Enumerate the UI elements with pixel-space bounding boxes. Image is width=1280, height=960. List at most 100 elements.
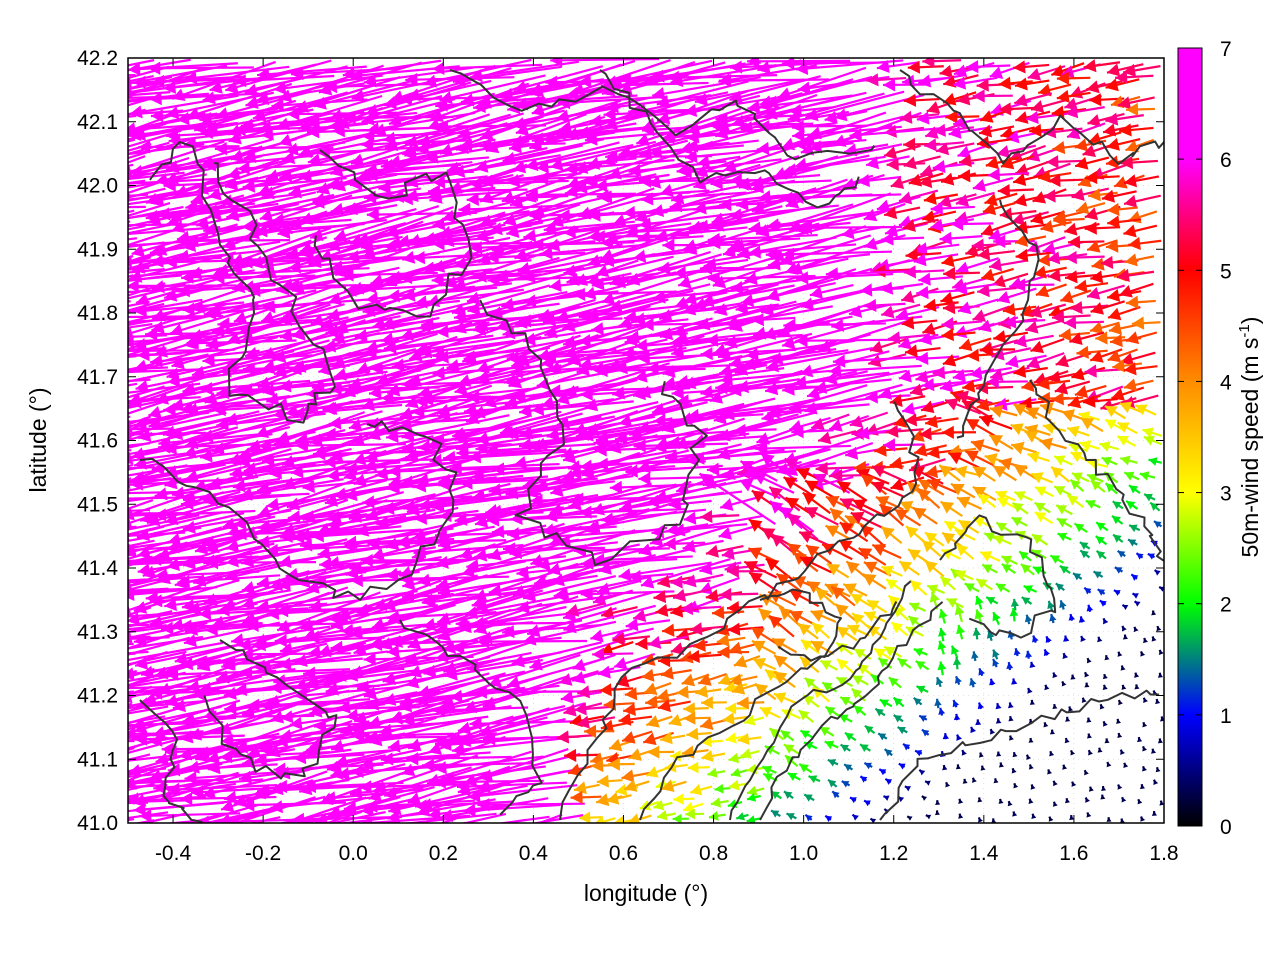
wind-vector bbox=[1123, 194, 1161, 208]
wind-vector bbox=[756, 138, 867, 156]
wind-vector bbox=[332, 316, 440, 345]
wind-vector-head bbox=[1107, 215, 1120, 229]
wind-vector-head bbox=[1013, 278, 1026, 292]
wind-vector-head bbox=[57, 503, 70, 516]
wind-vector-head bbox=[756, 224, 770, 238]
wind-vector-head bbox=[42, 184, 56, 196]
wind-vector-head bbox=[151, 254, 164, 268]
wind-vector bbox=[1013, 60, 1050, 74]
wind-vector-head bbox=[578, 334, 591, 348]
wind-vector-shaft bbox=[728, 348, 837, 366]
wind-vector-head bbox=[1037, 253, 1051, 267]
wind-vector-shaft bbox=[341, 271, 438, 277]
wind-vector bbox=[421, 259, 532, 275]
wind-vector-head bbox=[881, 305, 895, 319]
wind-vector-head bbox=[953, 76, 967, 90]
wind-vector-head bbox=[1107, 288, 1121, 302]
wind-vector-head bbox=[343, 111, 356, 125]
wind-vector-shaft bbox=[506, 348, 617, 360]
wind-vector-head bbox=[914, 242, 928, 256]
wind-vector bbox=[129, 154, 239, 178]
wind-vector-head bbox=[1106, 63, 1121, 77]
wind-vector-shaft bbox=[383, 79, 492, 107]
wind-vector-head bbox=[1119, 123, 1132, 137]
wind-vector-shaft bbox=[128, 226, 184, 247]
wind-vector-shaft bbox=[128, 193, 131, 197]
wind-vector bbox=[718, 74, 830, 88]
wind-vector-shaft bbox=[476, 334, 581, 373]
wind-vector bbox=[1056, 71, 1091, 85]
wind-vector-head bbox=[128, 254, 132, 269]
wind-vector-head bbox=[993, 330, 1007, 344]
wind-vector bbox=[128, 268, 203, 278]
wind-vector bbox=[880, 303, 921, 319]
wind-vector-head bbox=[1117, 96, 1132, 110]
wind-vector-head bbox=[1058, 328, 1072, 342]
wind-vector-head bbox=[46, 73, 59, 86]
wind-vector-head bbox=[543, 350, 557, 364]
wind-vector-head bbox=[592, 230, 605, 244]
wind-vector-head bbox=[638, 174, 652, 188]
wind-vector-head bbox=[953, 64, 968, 78]
wind-vector-head bbox=[550, 58, 563, 67]
wind-vector-head bbox=[145, 327, 158, 341]
wind-vector-shaft bbox=[277, 218, 387, 236]
wind-vector bbox=[767, 253, 871, 271]
wind-vector-shaft bbox=[237, 162, 348, 170]
wind-vector-shaft bbox=[128, 267, 222, 282]
wind-vector-shaft bbox=[128, 223, 171, 235]
wind-vector-head bbox=[916, 351, 929, 365]
wind-vector-head bbox=[1030, 211, 1044, 225]
wind-vector-shaft bbox=[204, 208, 308, 213]
wind-vector-shaft bbox=[128, 204, 226, 219]
wind-vector-shaft bbox=[183, 323, 282, 347]
wind-vector-head bbox=[997, 183, 1011, 198]
wind-vector-head bbox=[797, 81, 811, 95]
wind-vector-head bbox=[637, 351, 650, 365]
wind-vector-head bbox=[287, 107, 300, 121]
wind-vector bbox=[903, 265, 945, 279]
wind-vector bbox=[1090, 300, 1126, 315]
wind-vector-head bbox=[62, 496, 76, 508]
wind-vector bbox=[1128, 236, 1162, 250]
wind-vector-head bbox=[922, 210, 936, 224]
wind-vector-head bbox=[1106, 137, 1120, 151]
wind-vector-head bbox=[707, 232, 721, 247]
wind-vector bbox=[930, 201, 975, 216]
wind-vector-head bbox=[354, 328, 368, 343]
wind-vector-head bbox=[399, 270, 413, 285]
wind-vector-shaft bbox=[214, 145, 314, 150]
wind-vector-shaft bbox=[417, 112, 524, 146]
wind-vector-head bbox=[91, 389, 104, 402]
wind-vector bbox=[421, 315, 532, 331]
wind-vector-shaft bbox=[701, 284, 795, 305]
wind-vector-shaft bbox=[700, 348, 797, 356]
wind-vector-shaft bbox=[203, 154, 314, 168]
wind-vector-shaft bbox=[333, 352, 442, 378]
wind-vector-head bbox=[684, 292, 698, 306]
wind-vector bbox=[707, 232, 818, 247]
wind-vector-head bbox=[62, 329, 75, 342]
wind-vector-head bbox=[756, 141, 770, 156]
wind-vector-shaft bbox=[128, 91, 171, 97]
wind-vector bbox=[1116, 268, 1155, 282]
wind-vector-head bbox=[92, 396, 104, 409]
wind-vector-shaft bbox=[128, 314, 224, 319]
wind-vector-head bbox=[209, 80, 223, 94]
wind-vector-shaft bbox=[215, 90, 312, 118]
wind-vector-head bbox=[899, 110, 913, 124]
wind-vector-shaft bbox=[712, 254, 803, 287]
wind-vector-shaft bbox=[128, 303, 227, 336]
wind-vector-shaft bbox=[649, 139, 759, 155]
wind-vector bbox=[789, 103, 834, 118]
wind-vector-head bbox=[152, 74, 165, 89]
wind-vector-head bbox=[150, 109, 164, 123]
wind-vector-shaft bbox=[605, 155, 713, 158]
wind-vector-head bbox=[332, 331, 346, 345]
wind-vector bbox=[486, 250, 586, 264]
wind-vector bbox=[599, 189, 710, 204]
wind-vector-head bbox=[1075, 156, 1089, 170]
wind-vector-head bbox=[599, 190, 613, 204]
wind-vector bbox=[997, 183, 1034, 198]
wind-vector-shaft bbox=[128, 223, 207, 227]
